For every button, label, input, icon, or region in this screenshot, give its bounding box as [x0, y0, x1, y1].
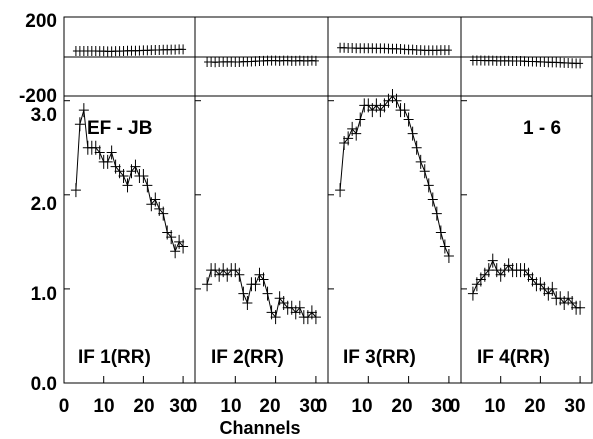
amplitude-point — [122, 178, 133, 193]
amplitude-point — [431, 206, 442, 221]
amplitude-point — [343, 131, 354, 146]
amplitude-point — [439, 239, 450, 254]
x-tick-label: 20 — [259, 396, 280, 417]
amplitude-point — [74, 117, 85, 132]
amplitude-line — [472, 259, 581, 309]
phase-tick-label-bottom: -200 — [19, 86, 57, 107]
amplitude-point — [547, 281, 558, 296]
x-tick-label: 20 — [391, 396, 412, 417]
amplitude-point — [166, 230, 177, 245]
amplitude-point — [467, 286, 478, 301]
amplitude-point — [238, 286, 249, 301]
y-tick-label: 3.0 — [31, 105, 57, 126]
amplitude-point — [178, 239, 189, 254]
amplitude-point — [575, 300, 586, 315]
panel-label: IF 3(RR) — [343, 347, 416, 368]
amplitude-point — [130, 159, 141, 174]
phase-point — [445, 45, 452, 56]
amplitude-line — [206, 269, 317, 319]
amplitude-point — [262, 286, 273, 301]
amplitude-point — [142, 178, 153, 193]
amplitude-point — [270, 310, 281, 325]
amplitude-line — [339, 95, 450, 257]
amplitude-point — [250, 277, 261, 292]
amplitude-point — [403, 112, 414, 127]
amplitude-point — [118, 168, 129, 183]
panel-label: IF 2(RR) — [211, 347, 284, 368]
phase-point — [180, 44, 187, 55]
y-tick-label: 1.0 — [31, 284, 57, 305]
amplitude-point — [106, 145, 117, 160]
y-tick-label: 2.0 — [31, 194, 57, 215]
amplitude-point — [407, 126, 418, 141]
amplitude-point — [258, 272, 269, 287]
x-tick-label: 0 — [317, 396, 328, 417]
amplitude-point — [443, 248, 454, 263]
baseline-label: EF - JB — [87, 118, 152, 139]
x-tick-label: 10 — [93, 396, 114, 417]
amplitude-point — [411, 140, 422, 155]
amplitude-point — [391, 93, 402, 108]
x-tick-label: 30 — [431, 396, 452, 417]
x-tick-label: 0 — [450, 396, 461, 417]
amplitude-point — [294, 300, 305, 315]
amplitude-point — [423, 178, 434, 193]
phase-point — [312, 55, 319, 66]
sources-label: 1 - 6 — [523, 118, 561, 139]
amplitude-point — [158, 206, 169, 221]
amplitude-point — [335, 183, 346, 198]
x-tick-label: 20 — [133, 396, 154, 417]
x-tick-label: 10 — [484, 396, 505, 417]
x-tick-label: 10 — [351, 396, 372, 417]
phase-tick-label-top: 200 — [25, 11, 57, 32]
amplitude-point — [234, 267, 245, 282]
amplitude-point — [94, 145, 105, 160]
x-tick-label: 20 — [524, 396, 545, 417]
panel-label: IF 4(RR) — [477, 347, 550, 368]
amplitude-point — [415, 154, 426, 169]
x-tick-label: 30 — [564, 396, 585, 417]
amplitude-point — [170, 244, 181, 259]
amplitude-point — [355, 112, 366, 127]
amplitude-point — [487, 253, 498, 268]
phase-point — [577, 58, 584, 69]
x-axis-label: Channels — [219, 418, 300, 438]
amplitude-point — [419, 164, 430, 179]
amplitude-point — [138, 168, 149, 183]
x-tick-label: 10 — [220, 396, 241, 417]
amplitude-point — [242, 296, 253, 311]
x-tick-label: 0 — [59, 396, 70, 417]
amplitude-point — [399, 103, 410, 118]
amplitude-point — [150, 192, 161, 207]
x-tick-label: 30 — [169, 396, 190, 417]
amplitude-point — [310, 310, 321, 325]
amplitude-point — [70, 183, 81, 198]
amplitude-point — [435, 225, 446, 240]
amplitude-point — [78, 103, 89, 118]
amplitude-point — [351, 126, 362, 141]
amplitude-point — [202, 277, 213, 292]
amplitude-point — [427, 192, 438, 207]
x-tick-label: 0 — [187, 396, 198, 417]
y-tick-label: 0.0 — [31, 374, 57, 395]
x-tick-label: 30 — [299, 396, 320, 417]
panel-label: IF 1(RR) — [78, 347, 151, 368]
amplitude-point — [102, 154, 113, 169]
